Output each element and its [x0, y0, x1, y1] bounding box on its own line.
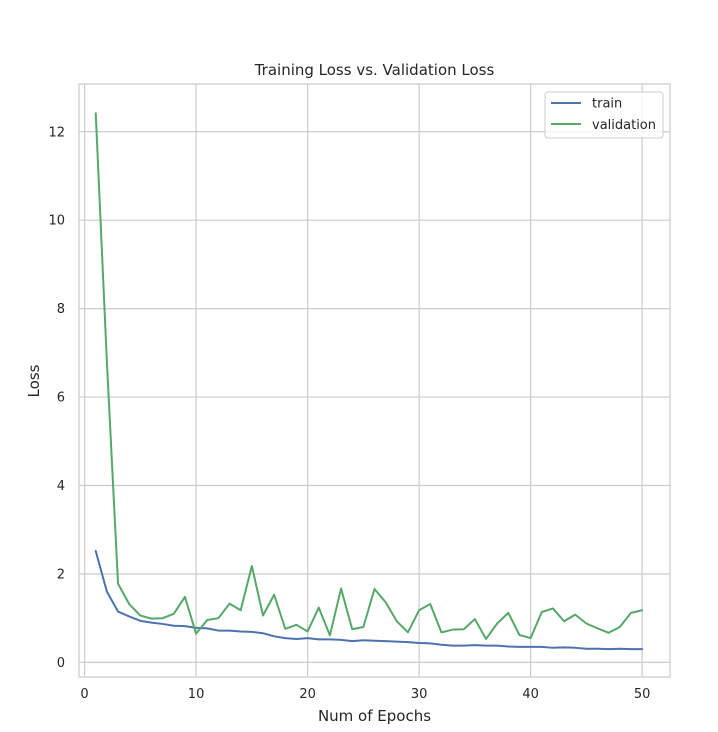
x-tick-label: 40 [522, 687, 539, 702]
x-tick-label: 50 [634, 687, 651, 702]
x-tick-label: 30 [411, 687, 428, 702]
plot-area-frame [78, 83, 671, 678]
legend: train validation [544, 91, 664, 139]
x-tick-label: 0 [80, 687, 88, 702]
series-line-train [94, 549, 644, 651]
y-tick-label: 4 [57, 479, 65, 494]
x-axis-label: Num of Epochs [318, 707, 431, 725]
series-lines [94, 112, 644, 651]
tick-labels: 0 10 20 30 40 50 0 2 4 6 8 10 12 [48, 125, 650, 702]
x-tick-label: 10 [188, 687, 205, 702]
y-axis-label: Loss [25, 364, 43, 397]
grid-lines [79, 84, 670, 677]
y-tick-label: 8 [57, 302, 65, 317]
y-tick-label: 0 [57, 656, 65, 671]
legend-label-train: train [592, 97, 622, 112]
series-line-validation [94, 112, 644, 640]
y-tick-label: 12 [48, 125, 65, 140]
y-tick-label: 10 [48, 214, 65, 229]
y-tick-label: 6 [57, 391, 65, 406]
chart-title: Training Loss vs. Validation Loss [254, 61, 495, 79]
legend-label-validation: validation [592, 118, 656, 133]
y-tick-label: 2 [57, 567, 65, 582]
x-tick-label: 20 [299, 687, 316, 702]
